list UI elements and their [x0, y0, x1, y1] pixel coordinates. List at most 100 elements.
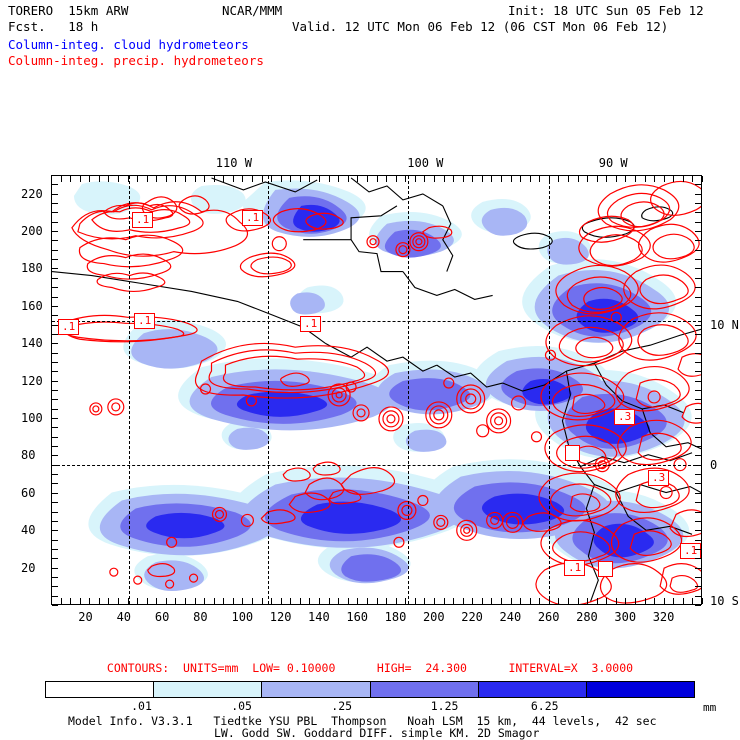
init-time: Init: 18 UTC Sun 05 Feb 12	[508, 3, 704, 18]
axis-tick	[52, 221, 58, 223]
axis-tick	[108, 598, 110, 604]
colorbar-segment[interactable]	[154, 682, 263, 697]
axis-tick	[695, 212, 701, 214]
longitude-label: 90 W	[598, 156, 628, 170]
x-axis-label: 240	[499, 610, 522, 624]
colorbar-segment[interactable]	[478, 682, 587, 697]
colorbar-segment[interactable]	[586, 682, 695, 697]
axis-tick	[52, 446, 58, 448]
gridline-vertical	[549, 176, 550, 604]
gridline-horizontal	[52, 465, 701, 466]
axis-tick	[52, 492, 58, 494]
y-axis-label: 40	[21, 523, 36, 538]
axis-tick	[213, 176, 215, 182]
y-axis-label: 80	[21, 448, 36, 463]
y-axis-label: 140	[21, 336, 43, 351]
axis-tick	[232, 176, 234, 182]
colorbar[interactable]	[45, 681, 695, 698]
longitude-label: 110 W	[215, 156, 252, 170]
axis-tick	[347, 598, 349, 604]
axis-tick	[587, 598, 589, 604]
axis-tick	[60, 176, 62, 182]
axis-tick	[52, 474, 58, 476]
axis-tick	[137, 598, 139, 604]
colorbar-unit: mm	[703, 701, 717, 714]
axis-tick	[52, 343, 58, 345]
axis-tick	[695, 567, 701, 569]
axis-tick	[695, 277, 701, 279]
axis-tick	[52, 203, 58, 205]
y-axis-label: 180	[21, 261, 43, 276]
axis-tick	[695, 361, 701, 363]
axis-tick	[52, 464, 58, 466]
gridline-vertical	[408, 176, 409, 604]
axis-tick	[108, 176, 110, 182]
latitude-label: 10 S	[710, 594, 739, 609]
colorbar-segment[interactable]	[262, 682, 371, 697]
model-info-line2: LW. Godd SW. Goddard DIFF. simple KM. 2D…	[214, 726, 540, 740]
axis-tick	[462, 176, 464, 182]
axis-tick	[280, 598, 282, 604]
axis-tick	[606, 176, 608, 182]
axis-tick	[702, 176, 703, 182]
axis-tick	[695, 399, 701, 401]
axis-tick	[290, 598, 292, 604]
axis-tick	[52, 548, 58, 550]
legend-precip: Column-integ. precip. hydrometeors	[8, 53, 264, 68]
axis-tick	[695, 446, 701, 448]
axis-tick	[695, 231, 701, 233]
axis-tick	[52, 175, 58, 176]
axis-tick	[695, 390, 701, 391]
axis-tick	[52, 240, 58, 242]
axis-tick	[695, 586, 701, 588]
contour-label: .1	[132, 212, 154, 228]
axis-tick	[663, 176, 665, 182]
y-axis-label: 220	[21, 186, 43, 201]
axis-tick	[280, 176, 282, 182]
axis-tick	[481, 598, 483, 604]
axis-tick	[644, 598, 646, 604]
axis-tick	[52, 558, 58, 560]
axis-tick	[52, 268, 58, 270]
axis-tick	[52, 305, 58, 307]
axis-tick	[695, 352, 701, 354]
axis-tick	[405, 598, 407, 604]
axis-tick	[52, 511, 58, 513]
axis-tick	[52, 455, 58, 457]
axis-tick	[695, 427, 701, 429]
axis-tick	[52, 333, 58, 335]
axis-tick	[319, 176, 321, 182]
axis-tick	[52, 595, 58, 597]
axis-tick	[52, 212, 58, 214]
axis-tick	[395, 176, 397, 182]
contour-label: .1	[564, 560, 586, 576]
map-plot: .1 .1 .1 .1 .1 .3 .3 .1 .1 20 40 60 80 100 12…	[21, 156, 739, 624]
axis-tick	[433, 176, 435, 182]
axis-tick	[510, 598, 512, 604]
axis-tick	[376, 176, 378, 182]
axis-tick	[695, 193, 701, 195]
axis-tick	[548, 598, 550, 604]
axis-tick	[165, 176, 167, 182]
axis-tick	[695, 184, 701, 186]
x-axis-label: 300	[614, 610, 637, 624]
axis-tick	[175, 598, 177, 604]
x-axis-label: 180	[384, 610, 407, 624]
contour-label	[598, 561, 613, 577]
axis-tick	[539, 176, 541, 182]
axis-tick	[472, 598, 474, 604]
axis-tick	[558, 598, 560, 604]
axis-tick	[695, 530, 701, 532]
axis-tick	[596, 176, 598, 182]
axis-tick	[577, 598, 579, 604]
axis-tick	[347, 176, 349, 182]
colorbar-segment[interactable]	[370, 682, 479, 697]
axis-tick	[98, 598, 100, 604]
axis-tick	[695, 520, 701, 522]
model-info-line1: Model Info. V3.3.1 Tiedtke YSU PBL Thomp…	[68, 714, 657, 728]
gridline-vertical	[129, 176, 130, 604]
colorbar-segment[interactable]	[46, 682, 155, 697]
axis-tick	[695, 315, 701, 317]
x-axis-label: 80	[193, 610, 208, 624]
y-axis-label: 100	[21, 411, 43, 426]
